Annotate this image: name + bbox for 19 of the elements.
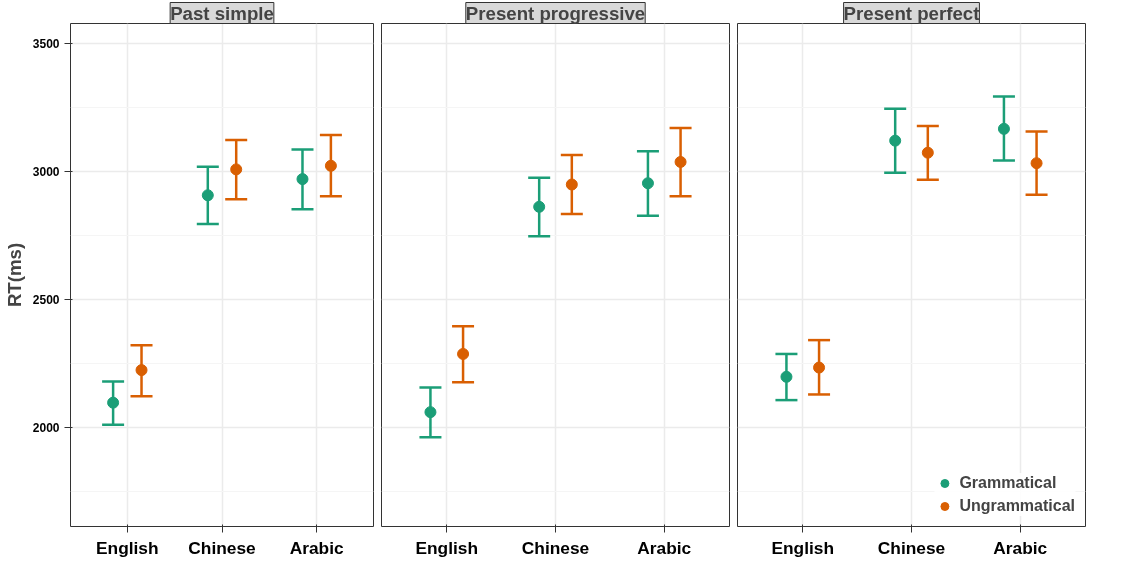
y-tick-label: 3500 bbox=[32, 36, 60, 51]
x-tick-label: Arabic bbox=[289, 537, 345, 558]
y-axis-title: RT(ms) bbox=[3, 242, 25, 308]
x-tick-label: Chinese bbox=[877, 537, 946, 558]
legend-label: Ungrammatical bbox=[959, 497, 1075, 515]
y-tick-label: 3000 bbox=[32, 164, 60, 179]
x-tick-label: English bbox=[415, 537, 479, 558]
x-tick-label: English bbox=[771, 537, 835, 558]
legend-label: Grammatical bbox=[959, 474, 1057, 492]
x-tick-label: Chinese bbox=[521, 537, 590, 558]
x-tick-label: Arabic bbox=[993, 537, 1048, 558]
chart-title: Past simple bbox=[170, 2, 274, 24]
x-tick-label: English bbox=[96, 537, 159, 558]
x-tick-label: Arabic bbox=[637, 537, 692, 558]
chart-title: Present progressive bbox=[465, 2, 646, 24]
chart-title: Present perfect bbox=[843, 2, 980, 24]
y-tick-label: 2500 bbox=[32, 293, 60, 308]
y-tick-label: 2000 bbox=[32, 421, 60, 436]
x-tick-label: Chinese bbox=[188, 537, 257, 558]
